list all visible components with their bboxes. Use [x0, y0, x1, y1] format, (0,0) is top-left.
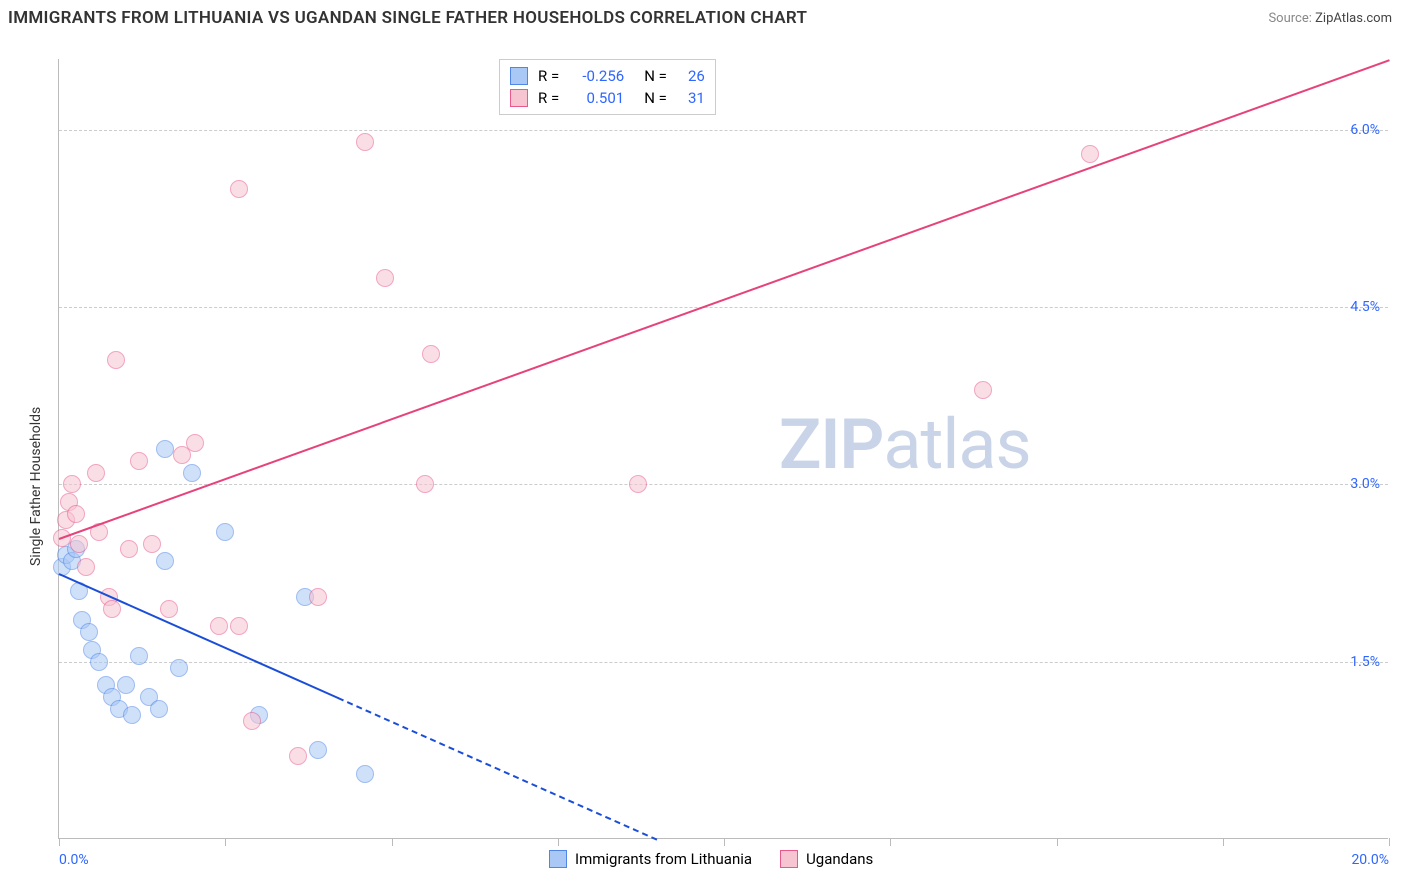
- y-axis-label: Single Father Households: [28, 407, 44, 566]
- scatter-point: [120, 540, 138, 558]
- scatter-point: [356, 765, 374, 783]
- scatter-point: [376, 269, 394, 287]
- scatter-point: [160, 600, 178, 618]
- legend-correlation-row: R = -0.256 N = 26: [510, 65, 705, 87]
- chart-title: IMMIGRANTS FROM LITHUANIA VS UGANDAN SIN…: [8, 8, 807, 28]
- scatter-point: [216, 523, 234, 541]
- scatter-point: [183, 464, 201, 482]
- legend-correlation: R = -0.256 N = 26 R = 0.501 N = 31: [499, 59, 716, 115]
- watermark-atlas: atlas: [883, 404, 1030, 486]
- scatter-point: [356, 133, 374, 151]
- x-tick: [724, 838, 725, 846]
- scatter-point: [629, 475, 647, 493]
- scatter-point: [107, 351, 125, 369]
- scatter-point: [90, 653, 108, 671]
- r-label: R =: [538, 67, 559, 85]
- scatter-point: [309, 588, 327, 606]
- scatter-point: [103, 600, 121, 618]
- scatter-point: [63, 475, 81, 493]
- legend-series-item: Immigrants from Lithuania: [549, 850, 752, 868]
- x-tick: [392, 838, 393, 846]
- scatter-point: [210, 617, 228, 635]
- trend-line: [338, 697, 658, 841]
- scatter-point: [186, 434, 204, 452]
- legend-series-label: Ugandans: [806, 850, 873, 868]
- scatter-point: [156, 440, 174, 458]
- scatter-point: [70, 535, 88, 553]
- r-value: 0.501: [569, 89, 624, 107]
- scatter-point: [77, 558, 95, 576]
- scatter-point: [243, 712, 261, 730]
- plot-region: ZIPatlas R =-0.256N =26R =0.501N =31 Imm…: [58, 59, 1388, 839]
- legend-correlation-row: R = 0.501 N = 31: [510, 87, 705, 109]
- watermark: ZIPatlas: [779, 404, 1031, 486]
- scatter-point: [80, 623, 98, 641]
- scatter-point: [87, 464, 105, 482]
- n-value: 31: [677, 89, 705, 107]
- x-tick: [558, 838, 559, 846]
- x-tick-label: 0.0%: [59, 852, 89, 868]
- scatter-point: [156, 552, 174, 570]
- n-label: N =: [644, 89, 667, 107]
- y-tick-label: 1.5%: [1350, 654, 1380, 670]
- n-value: 26: [677, 67, 705, 85]
- scatter-point: [230, 180, 248, 198]
- x-tick: [1223, 838, 1224, 846]
- legend-series-label: Immigrants from Lithuania: [575, 850, 752, 868]
- scatter-point: [1081, 145, 1099, 163]
- legend-series: Immigrants from Lithuania Ugandans: [549, 850, 873, 868]
- scatter-point: [143, 535, 161, 553]
- scatter-point: [230, 617, 248, 635]
- scatter-point: [150, 700, 168, 718]
- x-tick: [890, 838, 891, 846]
- scatter-point: [170, 659, 188, 677]
- legend-swatch: [510, 89, 528, 107]
- x-tick: [1389, 838, 1390, 846]
- legend-swatch: [510, 67, 528, 85]
- y-tick-label: 4.5%: [1350, 299, 1380, 315]
- y-tick-label: 3.0%: [1350, 476, 1380, 492]
- scatter-point: [67, 505, 85, 523]
- gridline: [59, 484, 1388, 485]
- n-label: N =: [644, 67, 667, 85]
- legend-swatch: [549, 850, 567, 868]
- scatter-point: [422, 345, 440, 363]
- chart-area: Single Father Households ZIPatlas R = -0.…: [8, 34, 1397, 874]
- legend-swatch: [780, 850, 798, 868]
- x-tick: [225, 838, 226, 846]
- r-label: R =: [538, 89, 559, 107]
- x-tick-label: 20.0%: [1351, 852, 1389, 868]
- scatter-point: [416, 475, 434, 493]
- y-tick-label: 6.0%: [1350, 122, 1380, 138]
- watermark-zip: ZIP: [779, 404, 883, 486]
- source-attribution: Source: ZipAtlas.com: [1268, 11, 1392, 26]
- source-value: ZipAtlas.com: [1315, 11, 1392, 26]
- scatter-point: [123, 706, 141, 724]
- r-value: -0.256: [569, 67, 624, 85]
- trend-line: [59, 59, 1390, 540]
- gridline: [59, 307, 1388, 308]
- scatter-point: [117, 676, 135, 694]
- scatter-point: [309, 741, 327, 759]
- scatter-point: [974, 381, 992, 399]
- x-tick: [1057, 838, 1058, 846]
- legend-series-item: Ugandans: [780, 850, 873, 868]
- scatter-point: [289, 747, 307, 765]
- scatter-point: [130, 647, 148, 665]
- source-label: Source:: [1268, 11, 1311, 26]
- scatter-point: [130, 452, 148, 470]
- x-tick: [59, 838, 60, 846]
